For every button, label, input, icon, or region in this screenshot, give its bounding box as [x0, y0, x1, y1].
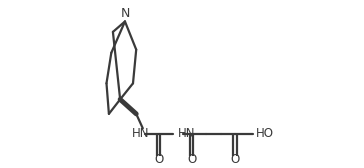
Text: HO: HO: [256, 128, 274, 140]
Text: O: O: [230, 153, 240, 166]
Text: HN: HN: [131, 128, 149, 140]
Text: HN: HN: [178, 128, 195, 140]
Text: O: O: [187, 153, 196, 166]
Text: N: N: [121, 7, 130, 19]
Text: O: O: [154, 153, 163, 166]
